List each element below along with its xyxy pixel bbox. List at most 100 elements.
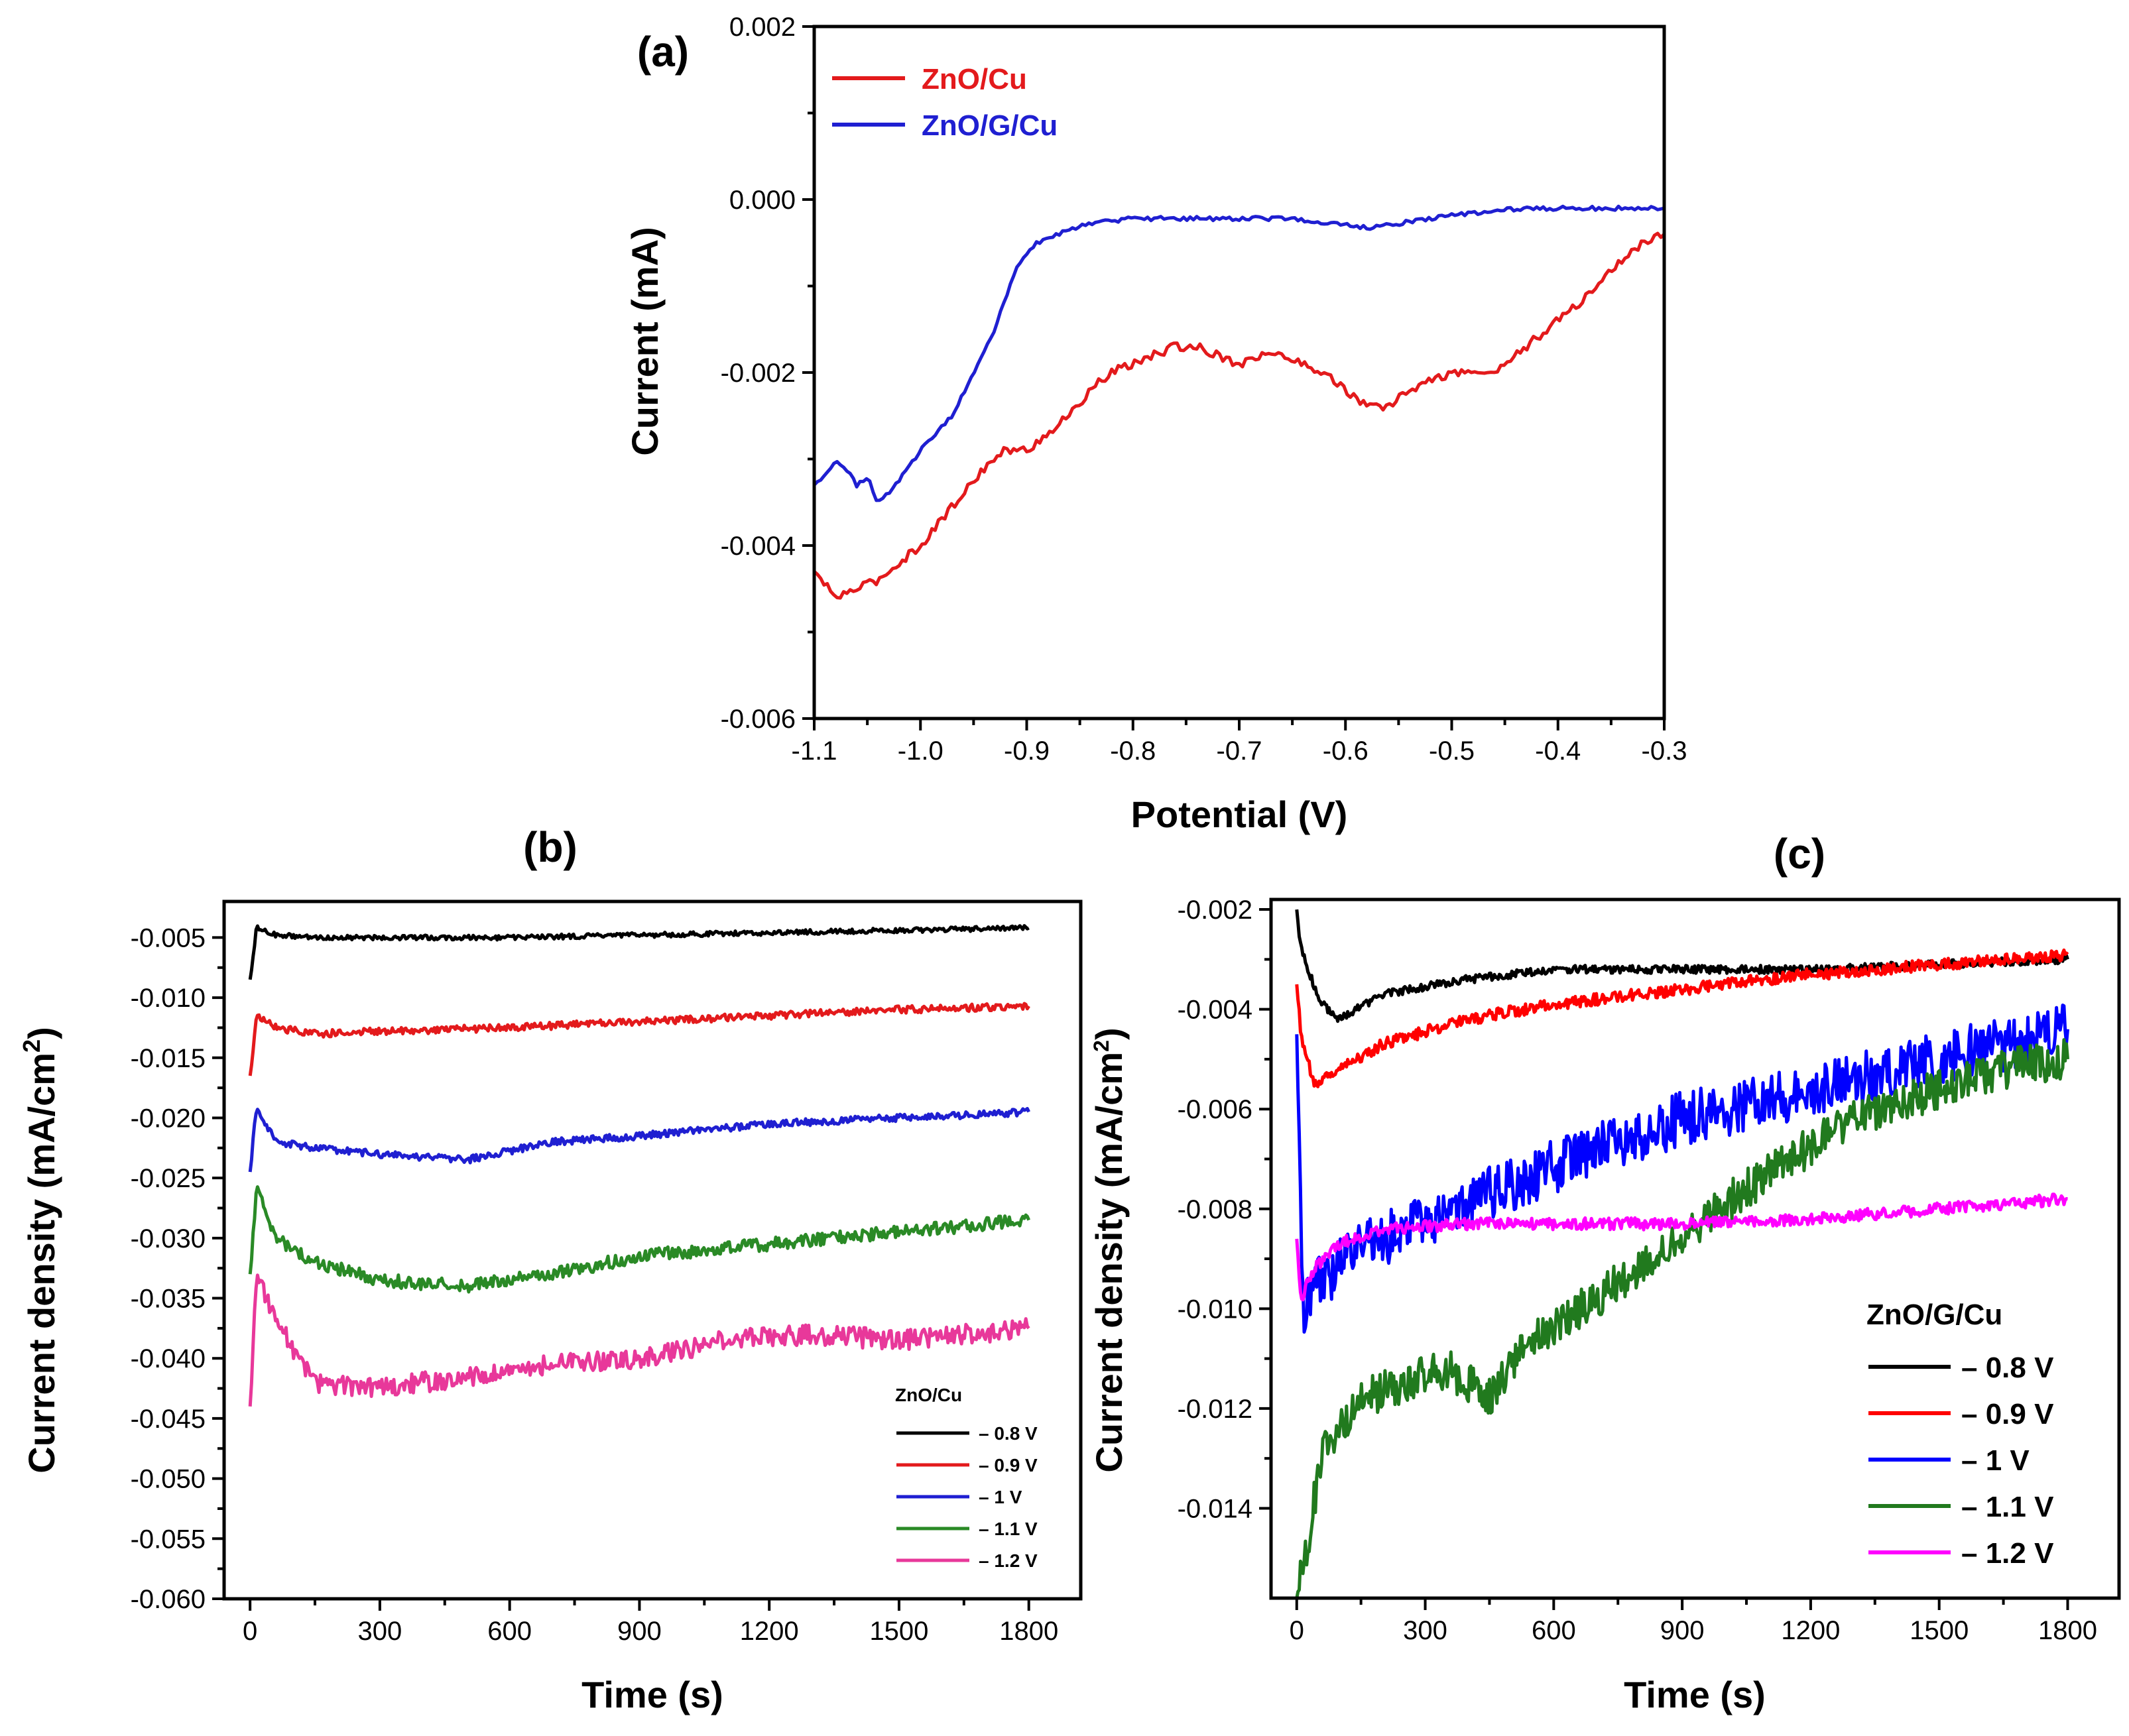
panel-a-y-tick-label: 0.002 bbox=[729, 13, 796, 42]
panel-b-y-tick-label: -0.015 bbox=[131, 1044, 206, 1073]
panel-a-legend-label-1: ZnO/G/Cu bbox=[922, 109, 1058, 142]
panel-a-series-0 bbox=[814, 231, 1664, 600]
panel-b-x-tick-label: 1800 bbox=[999, 1617, 1058, 1646]
panel-c-label: (c) bbox=[1774, 830, 1825, 878]
panel-a-y-tick-label: -0.004 bbox=[721, 532, 796, 561]
panel-a-x-axis-title: Potential (V) bbox=[1131, 793, 1348, 835]
panel-b-legend: ZnO/Cu – 0.8 V – 0.9 V – 1 V – 1.1 V – 1.2 V bbox=[895, 1385, 1038, 1571]
panel-c-x-tick-label: 0 bbox=[1290, 1616, 1304, 1645]
panel-a-x-tick-label: -1.1 bbox=[792, 736, 837, 766]
panel-c-y-tick-label: -0.006 bbox=[1178, 1095, 1252, 1124]
panel-b-x-tick-label: 600 bbox=[487, 1617, 532, 1646]
panel-b-y-tick-label: -0.060 bbox=[131, 1585, 206, 1614]
panel-c-x-tick-label: 1500 bbox=[1910, 1616, 1969, 1645]
panel-a-series-layer bbox=[814, 204, 1664, 600]
panel-c-legend-label-2: – 1 V bbox=[1961, 1444, 2030, 1477]
panel-b-y-tick-label: -0.055 bbox=[131, 1525, 206, 1554]
panel-a-x-tick-label: -0.8 bbox=[1110, 736, 1156, 766]
panel-c-y-tick-label: -0.008 bbox=[1178, 1195, 1252, 1224]
panel-b-y-tick-label: -0.025 bbox=[131, 1164, 206, 1193]
panel-a-y-tick-label: 0.000 bbox=[729, 186, 796, 215]
panel-c-legend-label-4: – 1.2 V bbox=[1961, 1537, 2054, 1570]
panel-b-series-1 bbox=[248, 1002, 1030, 1076]
panel-a-series-1 bbox=[814, 204, 1664, 502]
panel-b-y-tick-label: -0.040 bbox=[131, 1344, 206, 1373]
panel-c-series-1 bbox=[1295, 948, 2069, 1088]
panel-b-x-tick-label: 900 bbox=[617, 1617, 662, 1646]
panel-a-ticks: -1.1 -1.0 -0.9 -0.8 -0.7 -0.6 -0.5 -0.4 -0.3 0.00… bbox=[721, 13, 1687, 766]
panel-b-y-tick-label: -0.005 bbox=[131, 923, 206, 953]
panel-b-y-tick-label: -0.050 bbox=[131, 1465, 206, 1494]
panel-b-series-4 bbox=[248, 1273, 1030, 1407]
panel-a-legend-label-0: ZnO/Cu bbox=[922, 63, 1027, 95]
panel-a-chart: (a) -1.1 -1.0 -0.9 -0.8 -0.7 -0.6 -0.5 -0.4 -0.3… bbox=[624, 13, 1687, 835]
panel-c-legend-label-1: – 0.9 V bbox=[1961, 1398, 2054, 1430]
panel-c-legend: ZnO/G/Cu – 0.8 V – 0.9 V – 1 V – 1.1 V – 1.2 … bbox=[1866, 1299, 2054, 1570]
panel-a-label: (a) bbox=[637, 28, 689, 76]
panel-c-legend-label-0: – 0.8 V bbox=[1961, 1352, 2054, 1384]
panel-c-y-tick-label: -0.012 bbox=[1178, 1395, 1252, 1424]
panel-c-x-tick-label: 300 bbox=[1403, 1616, 1447, 1645]
panel-c-y-axis-title-close: ) bbox=[1088, 1027, 1130, 1040]
panel-c-x-tick-label: 900 bbox=[1660, 1616, 1705, 1645]
panel-a-y-tick-label: -0.006 bbox=[721, 705, 796, 734]
panel-b-series-0 bbox=[248, 924, 1030, 980]
panel-c-x-tick-label: 1200 bbox=[1781, 1616, 1840, 1645]
panel-c-series-4 bbox=[1295, 1192, 2069, 1302]
panel-b-series-3 bbox=[248, 1185, 1031, 1294]
panel-a-y-tick-label: -0.002 bbox=[721, 359, 796, 388]
panel-b-series-2 bbox=[248, 1107, 1030, 1173]
panel-a-y-axis-title: Current (mA) bbox=[624, 227, 666, 455]
panel-a-x-tick-label: -0.9 bbox=[1004, 736, 1050, 766]
panel-b-chart: (b) 0 300 600 900 1200 1500 1800 -0.005 -0.010 -0… bbox=[18, 823, 1083, 1715]
panel-b-x-tick-label: 300 bbox=[358, 1617, 402, 1646]
panel-c-series-3 bbox=[1295, 1038, 2069, 1598]
panel-c-series-0 bbox=[1295, 909, 2069, 1023]
panel-a-x-tick-label: -0.7 bbox=[1217, 736, 1262, 766]
panel-b-y-tick-label: -0.020 bbox=[131, 1104, 206, 1133]
panel-b-x-tick-label: 0 bbox=[243, 1617, 257, 1646]
panel-b-x-axis-title: Time (s) bbox=[581, 1674, 723, 1715]
panel-a-x-tick-label: -0.3 bbox=[1642, 736, 1687, 766]
panel-c-y-axis-title-sup: 2 bbox=[1089, 1040, 1113, 1052]
panel-b-label: (b) bbox=[523, 823, 578, 871]
panel-b-legend-label-4: – 1.2 V bbox=[979, 1550, 1038, 1571]
panel-c-legend-label-3: – 1.1 V bbox=[1961, 1491, 2054, 1523]
panel-b-y-axis-title: Current density (mA/cm2) bbox=[18, 1027, 62, 1473]
panel-b-y-tick-label: -0.010 bbox=[131, 984, 206, 1013]
panel-c-series-layer bbox=[1295, 909, 2069, 1598]
panel-b-y-tick-label: -0.035 bbox=[131, 1285, 206, 1314]
panel-c-legend-title: ZnO/G/Cu bbox=[1866, 1299, 2002, 1331]
panel-a-x-tick-label: -0.4 bbox=[1535, 736, 1581, 766]
panel-b-ticks: 0 300 600 900 1200 1500 1800 -0.005 -0.010 -0.015… bbox=[131, 923, 1059, 1646]
panel-c-y-tick-label: -0.002 bbox=[1178, 896, 1252, 925]
panel-b-legend-title: ZnO/Cu bbox=[895, 1385, 962, 1405]
panel-b-y-axis-title-sup: 2 bbox=[18, 1039, 45, 1053]
panel-b-y-tick-label: -0.030 bbox=[131, 1224, 206, 1253]
panel-c-y-axis-title: Current density (mA/cm2) bbox=[1088, 1027, 1130, 1472]
panel-c-y-tick-label: -0.004 bbox=[1178, 996, 1252, 1025]
panel-b-y-tick-label: -0.045 bbox=[131, 1405, 206, 1434]
panel-c-y-tick-label: -0.014 bbox=[1178, 1494, 1252, 1523]
panel-b-y-axis-title-close: ) bbox=[21, 1027, 62, 1039]
panel-b-x-tick-label: 1500 bbox=[869, 1617, 928, 1646]
panel-b-x-tick-label: 1200 bbox=[740, 1617, 799, 1646]
panel-c-chart: (c) 0 300 600 900 1200 1500 1800 -0.002 -0.004 -0… bbox=[1088, 830, 2121, 1715]
panel-b-y-axis-title-main: Current density (mA/cm bbox=[21, 1053, 62, 1474]
panel-b-legend-label-2: – 1 V bbox=[979, 1487, 1022, 1507]
panel-b-legend-label-0: – 0.8 V bbox=[979, 1423, 1038, 1444]
panel-c-x-tick-label: 600 bbox=[1532, 1616, 1576, 1645]
panel-c-x-axis-title: Time (s) bbox=[1624, 1674, 1766, 1715]
panel-c-x-tick-label: 1800 bbox=[2038, 1616, 2097, 1645]
panel-c-ticks: 0 300 600 900 1200 1500 1800 -0.002 -0.004 -0.006… bbox=[1178, 896, 2097, 1645]
panel-a-x-tick-label: -0.5 bbox=[1429, 736, 1475, 766]
panel-a-x-tick-label: -1.0 bbox=[898, 736, 943, 766]
panel-a-x-tick-label: -0.6 bbox=[1323, 736, 1369, 766]
panel-a-legend: ZnO/Cu ZnO/G/Cu bbox=[832, 63, 1058, 142]
panel-b-legend-label-3: – 1.1 V bbox=[979, 1519, 1038, 1539]
panel-b-legend-label-1: – 0.9 V bbox=[979, 1455, 1038, 1476]
panel-c-plot-frame bbox=[1269, 897, 2121, 1600]
panel-b-series-layer bbox=[248, 924, 1031, 1407]
panel-b-plot-frame bbox=[222, 899, 1083, 1601]
